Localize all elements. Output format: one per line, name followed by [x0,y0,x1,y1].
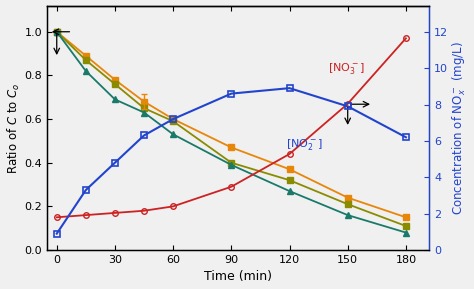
Y-axis label: Ratio of $C$ to $C_o$: Ratio of $C$ to $C_o$ [6,82,22,174]
Y-axis label: Concentration of NO$_x^-$ (mg/L): Concentration of NO$_x^-$ (mg/L) [451,41,468,215]
X-axis label: Time (min): Time (min) [204,271,272,284]
Text: [NO$_3^-$]: [NO$_3^-$] [328,61,365,76]
Text: [NO$_2^-$]: [NO$_2^-$] [286,138,322,152]
